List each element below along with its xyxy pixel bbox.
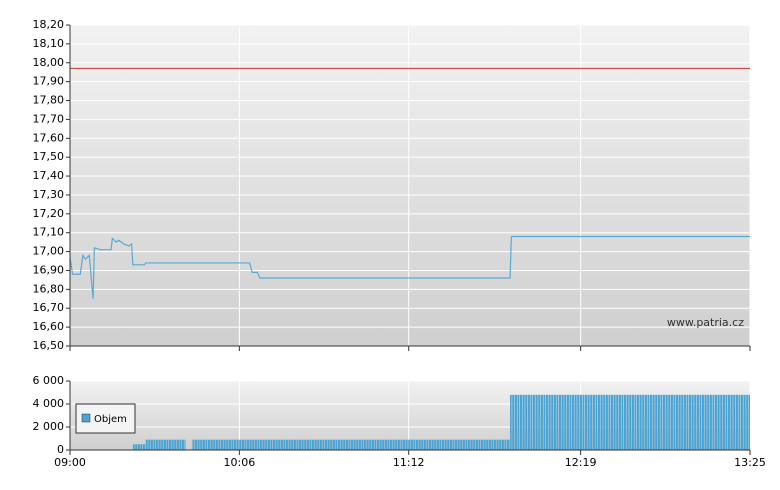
y-tick-label: 17,20 — [33, 207, 65, 220]
y-tick-label: 4 000 — [33, 397, 65, 410]
y-tick-label: 17,70 — [33, 112, 65, 125]
y-tick-label: 16,50 — [33, 339, 65, 352]
y-tick-label: 17,60 — [33, 131, 65, 144]
x-tick-label: 10:06 — [224, 456, 256, 469]
y-tick-label: 16,90 — [33, 263, 65, 276]
y-tick-label: 17,40 — [33, 169, 65, 182]
y-tick-label: 0 — [57, 443, 64, 456]
volume-bar — [132, 444, 146, 450]
x-tick-label: 13:25 — [734, 456, 766, 469]
y-tick-label: 17,00 — [33, 245, 65, 258]
price-line — [69, 235, 750, 299]
y-tick-label: 2 000 — [33, 420, 65, 433]
volume-bar — [510, 394, 750, 450]
watermark: www.patria.cz — [667, 316, 744, 329]
legend-label: Objem — [94, 414, 127, 425]
y-tick-label: 16,70 — [33, 301, 65, 314]
price-panel — [70, 25, 750, 346]
y-tick-label: 17,50 — [33, 150, 65, 163]
x-tick-label: 11:12 — [393, 456, 425, 469]
y-tick-label: 17,80 — [33, 94, 65, 107]
y-tick-label: 17,90 — [33, 75, 65, 88]
y-tick-label: 17,30 — [33, 188, 65, 201]
y-tick-label: 17,10 — [33, 226, 65, 239]
y-tick-label: 6 000 — [33, 374, 65, 387]
y-tick-label: 16,80 — [33, 282, 65, 295]
x-tick-label: 12:19 — [565, 456, 597, 469]
x-tick-label: 09:00 — [54, 456, 86, 469]
y-tick-label: 18,00 — [33, 56, 65, 69]
volume-bar — [191, 439, 511, 450]
volume-bar — [145, 439, 186, 450]
y-tick-label: 16,60 — [33, 320, 65, 333]
y-tick-label: 18,20 — [33, 18, 65, 31]
legend-swatch — [81, 413, 91, 423]
y-tick-label: 18,10 — [33, 37, 65, 50]
